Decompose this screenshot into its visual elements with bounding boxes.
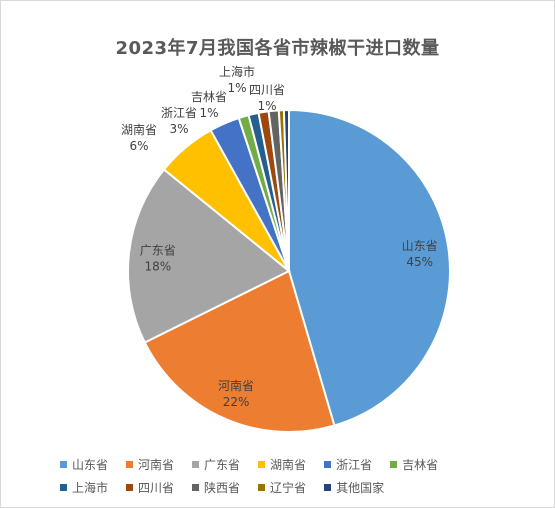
data-label-value: 1%	[257, 99, 276, 113]
legend-label: 河南省	[138, 458, 175, 472]
legend-label: 山东省	[72, 458, 109, 472]
data-label-guangdong: 广东省 18%	[140, 243, 176, 273]
data-label-value: 18%	[144, 259, 171, 273]
pie-slice-shandong	[288, 108, 451, 427]
legend-label: 吉林省	[402, 458, 439, 472]
legend-item-shaanxi: 陕西省	[192, 479, 240, 496]
legend-item-shandong: 山东省	[60, 456, 108, 473]
data-label-category: 广东省	[140, 243, 176, 257]
legend-label: 浙江省	[336, 458, 373, 472]
legend-label: 辽宁省	[270, 481, 307, 495]
data-label-value: 3%	[169, 122, 188, 136]
data-label-value: 22%	[223, 395, 250, 409]
legend-swatch	[258, 484, 266, 491]
legend-swatch	[324, 461, 332, 468]
data-label-henan: 河南省 22%	[218, 378, 254, 409]
data-label-value: 45%	[406, 255, 433, 269]
data-label-category: 吉林省	[191, 90, 227, 104]
legend-item-other: 其他国家	[324, 479, 384, 496]
data-label-zhejiang: 浙江省 3%	[161, 106, 197, 136]
legend-swatch	[60, 484, 67, 491]
pie-slice-guangdong	[127, 168, 291, 344]
legend-swatch	[126, 461, 134, 468]
legend-label: 湖南省	[270, 458, 307, 472]
data-label-category: 河南省	[218, 378, 254, 393]
legend-swatch	[324, 484, 332, 491]
legend-label: 陕西省	[204, 481, 241, 495]
data-label-hunan: 湖南省 6%	[121, 122, 157, 153]
pie-slice-henan	[143, 269, 336, 433]
data-label-value: 1%	[199, 106, 218, 120]
legend-swatch	[60, 461, 67, 468]
data-label-category: 四川省	[249, 83, 285, 97]
legend-item-zhejiang: 浙江省	[324, 456, 372, 473]
legend-swatch	[192, 484, 200, 491]
legend-label: 广东省	[204, 458, 241, 472]
legend-item-henan: 河南省	[126, 456, 174, 473]
data-label-category: 浙江省	[161, 106, 197, 120]
legend-item-liaoning: 辽宁省	[258, 479, 306, 496]
legend-label: 四川省	[138, 481, 175, 495]
legend-label: 其他国家	[336, 481, 385, 495]
legend-swatch	[126, 484, 134, 491]
legend: 山东省 河南省 广东省 湖南省 浙江省 吉林省 上海市 四川省 陕西省 辽宁省 其他国家	[60, 456, 510, 502]
data-label-jilin: 吉林省 1%	[191, 90, 227, 120]
legend-item-shanghai: 上海市	[60, 479, 108, 496]
legend-label: 上海市	[72, 481, 109, 495]
data-label-shanghai: 上海市 1%	[219, 64, 255, 95]
data-label-category: 上海市	[219, 64, 255, 79]
legend-swatch	[192, 461, 200, 468]
legend-item-hunan: 湖南省	[258, 456, 306, 473]
legend-swatch	[258, 461, 266, 468]
data-label-value: 1%	[227, 81, 246, 95]
legend-swatch	[390, 461, 398, 468]
data-label-shandong: 山东省 45%	[402, 239, 438, 269]
data-label-sichuan: 四川省 1%	[249, 83, 285, 113]
legend-item-guangdong: 广东省	[192, 456, 240, 473]
data-label-category: 山东省	[402, 239, 438, 253]
data-label-value: 6%	[129, 139, 148, 153]
pie-slice-other	[282, 108, 290, 272]
legend-item-sichuan: 四川省	[126, 479, 174, 496]
data-label-category: 湖南省	[121, 122, 157, 137]
chart-title: 2023年7月我国各省市辣椒干进口数量	[115, 38, 440, 59]
legend-item-jilin: 吉林省	[390, 456, 438, 473]
